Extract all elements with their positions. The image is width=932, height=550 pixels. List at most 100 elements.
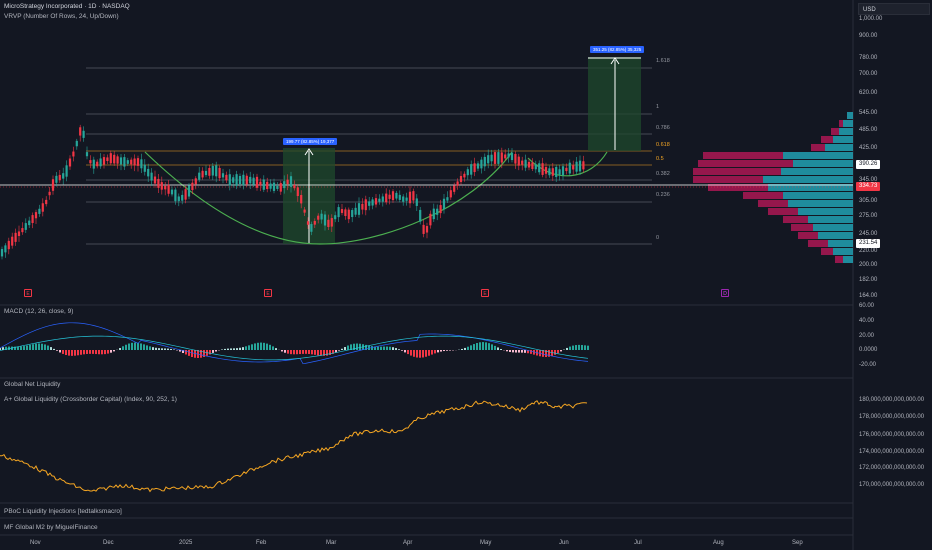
- candle-body: [194, 178, 197, 185]
- candle-body: [45, 199, 48, 205]
- macd-histogram-bar: [233, 348, 235, 350]
- volume-profile-down-bar: [811, 144, 825, 151]
- earnings-event-icon[interactable]: E: [24, 289, 32, 297]
- candle-body: [303, 209, 306, 213]
- macd-histogram-bar: [425, 350, 427, 357]
- price-label: 780.00: [859, 55, 878, 61]
- currency-selector[interactable]: USD: [858, 3, 930, 15]
- candle-body: [568, 162, 571, 174]
- macd-histogram-bar: [296, 350, 298, 355]
- candle-body: [364, 199, 367, 211]
- global-net-liquidity-legend[interactable]: Global Net Liquidity: [4, 381, 61, 388]
- candle-body: [357, 203, 361, 215]
- candle-body: [317, 215, 320, 220]
- macd-histogram-bar: [542, 350, 544, 357]
- macd-histogram-bar: [464, 347, 466, 350]
- volume-profile-down-bar: [758, 200, 788, 207]
- candle-body: [99, 158, 102, 167]
- macd-histogram-bar: [404, 350, 406, 353]
- macd-histogram-bar: [437, 350, 439, 353]
- candle-body: [221, 173, 225, 178]
- measure-label-1[interactable]: 199.77 (82.85%) 19,377: [283, 138, 338, 145]
- macd-histogram-bar: [167, 348, 169, 350]
- macd-histogram-bar: [416, 350, 418, 358]
- candle-body: [313, 220, 316, 225]
- macd-histogram-bar: [374, 346, 376, 350]
- candle-body: [289, 176, 293, 187]
- macd-histogram-bar: [302, 350, 304, 354]
- macd-histogram-bar: [269, 344, 271, 350]
- earnings-event-icon[interactable]: E: [481, 289, 489, 297]
- macd-histogram-bar: [248, 345, 250, 350]
- fib-label-0: 0: [656, 235, 660, 241]
- candle-body: [578, 160, 582, 172]
- macd-histogram-bar: [578, 344, 580, 350]
- dividend-event-icon[interactable]: D: [721, 289, 729, 297]
- macd-histogram-bar: [323, 350, 325, 356]
- candle-body: [422, 224, 425, 234]
- candle-body: [354, 207, 357, 215]
- price-label: 305.00: [859, 198, 878, 204]
- macd-histogram-bar: [74, 350, 76, 356]
- macd-histogram-bar: [143, 344, 145, 350]
- candle-body: [555, 166, 558, 178]
- candle-body: [425, 226, 429, 233]
- global-liquidity-legend[interactable]: A+ Global Liquidity (Crossborder Capital…: [4, 396, 177, 403]
- candle-body: [126, 160, 129, 164]
- vrvp-legend[interactable]: VRVP (Number Of Rows, 24, Up/Down): [4, 13, 119, 20]
- candle-body: [456, 181, 459, 186]
- macd-series: [0, 322, 589, 365]
- candle-body: [14, 232, 17, 242]
- volume-profile-up-bar: [783, 192, 853, 199]
- volume-profile-up-bar: [793, 160, 853, 167]
- volume-profile-down-bar: [839, 120, 843, 127]
- macd-histogram-bar: [137, 342, 139, 350]
- macd-histogram-bar: [305, 350, 307, 354]
- macd-histogram-bar: [587, 345, 589, 350]
- macd-histogram-bar: [473, 344, 475, 350]
- symbol-title[interactable]: MicroStrategy Incorporated · 1D · NASDAQ: [4, 3, 130, 10]
- candle-body: [38, 208, 41, 214]
- pboc-legend[interactable]: PBoC Liquidity Injections [tedtalksmacro…: [4, 508, 122, 515]
- macd-histogram-bar: [86, 350, 88, 354]
- macd-histogram-bar: [419, 350, 421, 358]
- candle-body: [504, 154, 507, 159]
- macd-histogram-bar: [44, 344, 46, 350]
- earnings-event-icon[interactable]: E: [264, 289, 272, 297]
- volume-profile-down-bar: [703, 152, 783, 159]
- macd-histogram-bar: [569, 346, 571, 350]
- macd-histogram-bar: [344, 347, 346, 350]
- macd-histogram-bar: [242, 347, 244, 350]
- macd-histogram-bar: [26, 345, 28, 350]
- macd-histogram-bar: [98, 350, 100, 355]
- fib-label-0382: 0.382: [656, 171, 670, 177]
- volume-profile-down-bar: [743, 192, 783, 199]
- macd-histogram-bar: [188, 350, 190, 356]
- macd-histogram-bar: [260, 342, 262, 350]
- candle-body: [75, 140, 78, 147]
- candle-body: [211, 165, 214, 176]
- candle-body: [65, 165, 68, 177]
- macd-legend[interactable]: MACD (12, 26, close, 9): [4, 308, 74, 315]
- volume-profile-up-bar: [813, 224, 853, 231]
- m2-legend[interactable]: MF Global M2 by MiguelFinance: [4, 524, 98, 531]
- macd-histogram-bar: [311, 350, 313, 355]
- volume-profile-up-bar: [828, 240, 853, 247]
- candle-body: [408, 191, 412, 204]
- candlestick-series: [0, 124, 585, 260]
- macd-histogram-bar: [554, 350, 556, 355]
- candle-body: [208, 167, 211, 176]
- measure-label-2[interactable]: 351.25 (82.85%) 35,325: [590, 46, 645, 53]
- volume-profile-up-bar: [763, 176, 853, 183]
- price-label: 900.00: [859, 33, 878, 39]
- candle-body: [531, 162, 534, 170]
- fib-label-0236: 0.236: [656, 192, 670, 198]
- candle-body: [344, 209, 347, 216]
- macd-histogram-bar: [410, 350, 412, 356]
- macd-histogram-bar: [494, 345, 496, 350]
- candle-body: [58, 174, 61, 181]
- macd-histogram-bar: [431, 350, 433, 355]
- time-label: Jun: [559, 540, 569, 546]
- fib-label-05: 0.5: [656, 156, 664, 162]
